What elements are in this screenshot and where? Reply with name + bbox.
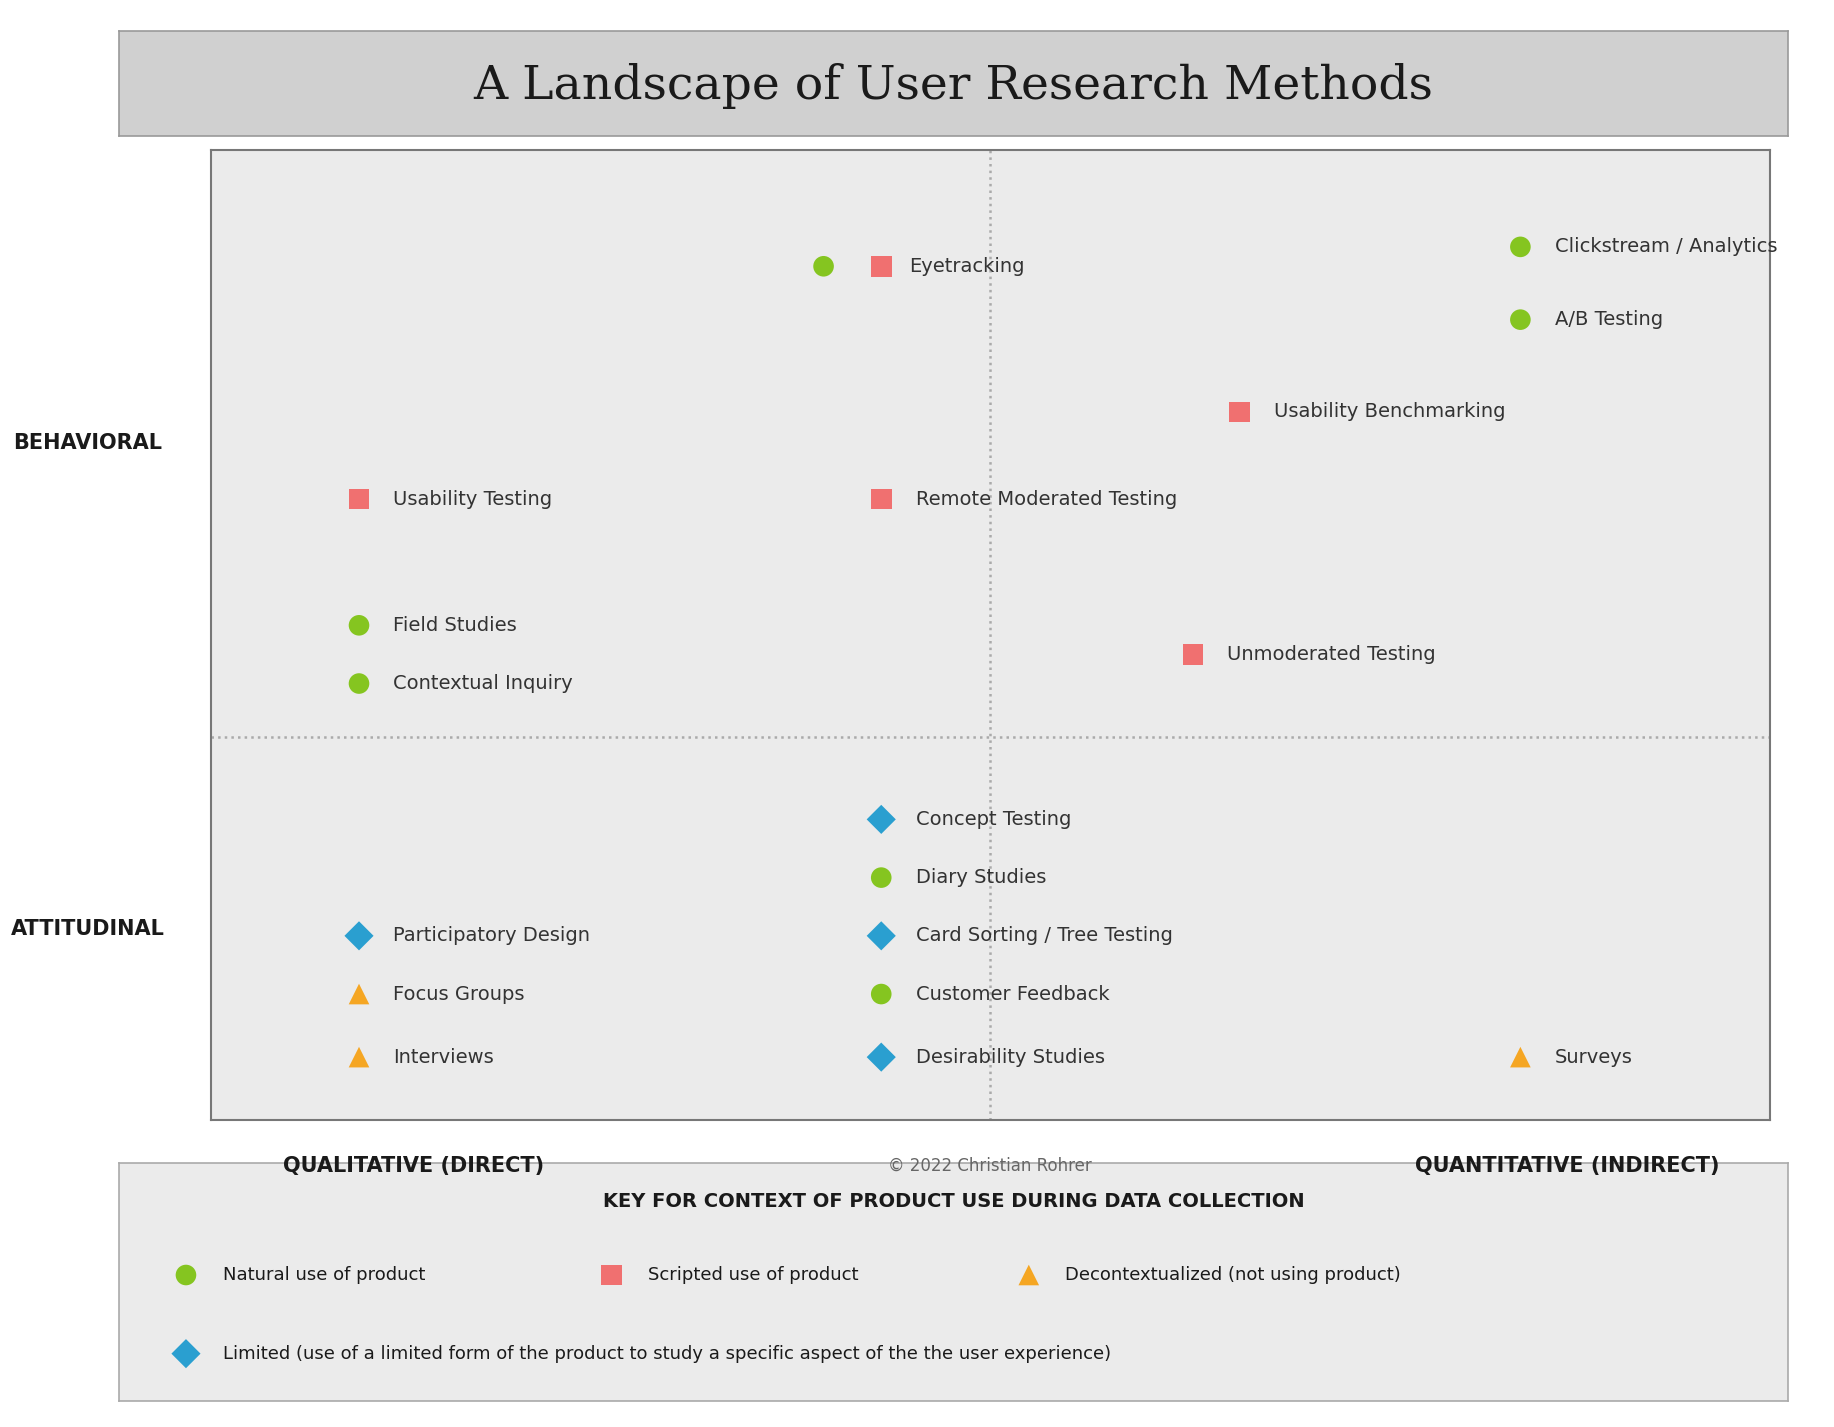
Point: [1179, 644, 1209, 666]
Point: [866, 983, 895, 1006]
Text: Usability Benchmarking: Usability Benchmarking: [1275, 402, 1506, 421]
Point: [809, 255, 838, 278]
Text: KEY FOR CONTEXT OF PRODUCT USE DURING DATA COLLECTION: KEY FOR CONTEXT OF PRODUCT USE DURING DA…: [603, 1192, 1304, 1210]
Text: Usability Testing: Usability Testing: [392, 489, 552, 508]
Point: [171, 1263, 200, 1286]
Text: Interviews: Interviews: [392, 1047, 493, 1066]
Text: A/B Testing: A/B Testing: [1555, 310, 1663, 330]
Point: [1506, 1046, 1535, 1069]
Text: Unmoderated Testing: Unmoderated Testing: [1227, 645, 1436, 664]
Text: QUANTITATIVE (INDIRECT): QUANTITATIVE (INDIRECT): [1414, 1156, 1720, 1176]
Text: Surveys: Surveys: [1555, 1047, 1632, 1066]
Text: Natural use of product: Natural use of product: [222, 1266, 425, 1284]
Text: Participatory Design: Participatory Design: [392, 926, 591, 945]
Text: Desirability Studies: Desirability Studies: [915, 1047, 1104, 1066]
Point: [866, 808, 895, 831]
Text: Remote Moderated Testing: Remote Moderated Testing: [915, 489, 1177, 508]
Point: [1506, 308, 1535, 331]
Point: [866, 488, 895, 511]
Point: [345, 614, 374, 636]
Text: BEHAVIORAL: BEHAVIORAL: [13, 434, 163, 454]
Text: Scripted use of product: Scripted use of product: [647, 1266, 858, 1284]
Text: QUALITATIVE (DIRECT): QUALITATIVE (DIRECT): [282, 1156, 545, 1176]
Point: [866, 866, 895, 889]
Point: [171, 1343, 200, 1366]
Point: [1014, 1263, 1044, 1286]
Text: Focus Groups: Focus Groups: [392, 985, 525, 1003]
Text: Diary Studies: Diary Studies: [915, 868, 1045, 888]
Point: [345, 925, 374, 948]
Point: [866, 255, 895, 278]
Point: [866, 1046, 895, 1069]
Text: Customer Feedback: Customer Feedback: [915, 985, 1110, 1003]
Text: Concept Testing: Concept Testing: [915, 811, 1071, 829]
Point: [1506, 235, 1535, 258]
Point: [596, 1263, 625, 1286]
Point: [1225, 401, 1254, 424]
Text: A Landscape of User Research Methods: A Landscape of User Research Methods: [473, 63, 1434, 108]
Text: Card Sorting / Tree Testing: Card Sorting / Tree Testing: [915, 926, 1172, 945]
Text: Clickstream / Analytics: Clickstream / Analytics: [1555, 237, 1777, 257]
Point: [345, 1046, 374, 1069]
Text: Field Studies: Field Studies: [392, 616, 517, 635]
Point: [866, 925, 895, 948]
Point: [345, 488, 374, 511]
Text: Limited (use of a limited form of the product to study a specific aspect of the : Limited (use of a limited form of the pr…: [222, 1344, 1111, 1363]
Point: [345, 672, 374, 695]
Text: © 2022 Christian Rohrer: © 2022 Christian Rohrer: [888, 1157, 1093, 1174]
Text: Decontextualized (not using product): Decontextualized (not using product): [1066, 1266, 1401, 1284]
Text: Contextual Inquiry: Contextual Inquiry: [392, 674, 572, 694]
Text: ATTITUDINAL: ATTITUDINAL: [11, 919, 165, 939]
Point: [345, 983, 374, 1006]
Text: Eyetracking: Eyetracking: [910, 257, 1025, 275]
